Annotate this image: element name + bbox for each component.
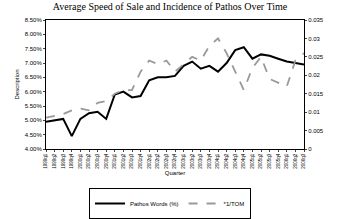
svg-text:4.00%: 4.00% [25, 146, 43, 152]
svg-text:7.50%: 7.50% [25, 46, 43, 52]
svg-text:2005q1: 2005q1 [250, 153, 255, 169]
svg-text:2005q3: 2005q3 [267, 153, 272, 169]
svg-text:1999q2: 1999q2 [52, 153, 57, 169]
svg-text:2005q4: 2005q4 [276, 153, 281, 169]
svg-text:2004q4: 2004q4 [241, 153, 246, 169]
svg-text:2004q2: 2004q2 [224, 153, 229, 169]
svg-text:Average Speed of Sale and Inci: Average Speed of Sale and Incidence of P… [53, 1, 288, 12]
svg-text:2002q4: 2002q4 [172, 153, 177, 169]
svg-text:1999q4: 1999q4 [69, 153, 74, 169]
svg-text:*1/TOM: *1/TOM [224, 201, 245, 207]
svg-text:5.00%: 5.00% [25, 117, 43, 123]
svg-text:2003q3: 2003q3 [198, 153, 203, 169]
svg-text:0: 0 [308, 146, 312, 152]
svg-text:2004q1: 2004q1 [215, 153, 220, 169]
svg-text:4.50%: 4.50% [25, 132, 43, 138]
svg-text:0.03: 0.03 [308, 36, 320, 42]
svg-text:Quarter: Quarter [165, 170, 185, 176]
svg-text:2004q3: 2004q3 [233, 153, 238, 169]
svg-text:2005q2: 2005q2 [258, 153, 263, 169]
svg-text:2000q1: 2000q1 [78, 153, 83, 169]
svg-text:2003q1: 2003q1 [181, 153, 186, 169]
svg-text:Description: Description [14, 69, 20, 99]
svg-text:6.50%: 6.50% [25, 74, 43, 80]
svg-text:2002q2: 2002q2 [155, 153, 160, 169]
svg-text:2003q4: 2003q4 [207, 153, 212, 169]
svg-text:1999q3: 1999q3 [61, 153, 66, 169]
svg-text:0.02: 0.02 [308, 72, 320, 78]
svg-text:8.00%: 8.00% [25, 31, 43, 37]
svg-text:5.50%: 5.50% [25, 103, 43, 109]
svg-text:2002q3: 2002q3 [164, 153, 169, 169]
svg-text:1999q1: 1999q1 [43, 153, 48, 169]
svg-text:0.025: 0.025 [308, 54, 324, 60]
svg-text:Pathos Words (%): Pathos Words (%) [130, 201, 179, 207]
svg-text:2001q4: 2001q4 [138, 153, 143, 169]
svg-text:7.00%: 7.00% [25, 60, 43, 66]
svg-text:2000q4: 2000q4 [104, 153, 109, 169]
svg-text:2000q3: 2000q3 [95, 153, 100, 169]
svg-text:2006q3: 2006q3 [301, 153, 306, 169]
svg-text:2001q1: 2001q1 [112, 153, 117, 169]
svg-text:0.015: 0.015 [308, 91, 324, 97]
svg-text:2002q1: 2002q1 [147, 153, 152, 169]
svg-text:2000q2: 2000q2 [86, 153, 91, 169]
svg-text:6.00%: 6.00% [25, 89, 43, 95]
svg-text:2001q2: 2001q2 [121, 153, 126, 169]
svg-text:0.005: 0.005 [308, 128, 324, 134]
svg-text:0.01: 0.01 [308, 109, 320, 115]
svg-text:2006q2: 2006q2 [293, 153, 298, 169]
svg-text:2001q3: 2001q3 [129, 153, 134, 169]
svg-text:8.50%: 8.50% [25, 17, 43, 23]
svg-text:2006q1: 2006q1 [284, 153, 289, 169]
svg-text:0.035: 0.035 [308, 17, 324, 23]
svg-text:2003q2: 2003q2 [190, 153, 195, 169]
